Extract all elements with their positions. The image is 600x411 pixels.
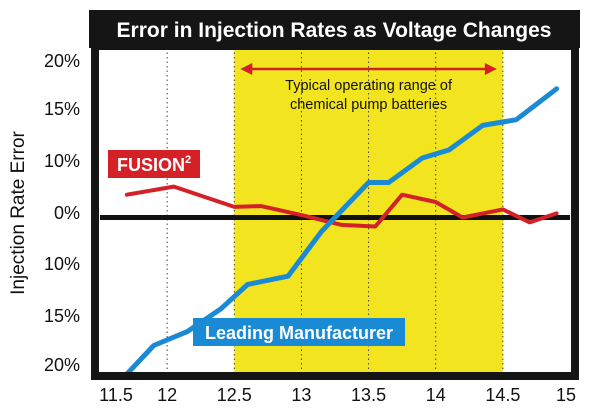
x-tick-label: 14 [426, 385, 446, 405]
y-tick-label: 10% [44, 254, 80, 274]
fusion-label-box [108, 150, 200, 178]
fusion-label: FUSION2 [117, 154, 191, 175]
x-tick-label: 13 [291, 385, 311, 405]
series-lines [124, 86, 560, 377]
x-tick-label: 14.5 [485, 385, 520, 405]
x-tick-label: 12.5 [217, 385, 252, 405]
x-tick-label: 11.5 [99, 385, 133, 405]
title-bar [89, 10, 580, 48]
y-tick-label: 10% [44, 151, 80, 171]
leading-manufacturer-label-box [193, 318, 405, 346]
y-tick-label: 20% [44, 355, 80, 375]
x-tick-label: 12 [157, 385, 177, 405]
x-tick-labels: 11.5 12 12.5 13 13.5 14 14.5 15 [99, 385, 576, 405]
y-tick-label: 20% [44, 51, 80, 71]
plot-frame [91, 42, 579, 380]
y-axis-label: Injection Rate Error [8, 130, 29, 294]
band-arrow-right-head [484, 63, 497, 75]
y-tick-label: 15% [44, 99, 80, 119]
fusion-series-line [124, 184, 559, 229]
y-tick-label: 15% [44, 306, 80, 326]
x-tick-label: 15 [556, 385, 576, 405]
y-tick-label: 0% [54, 203, 80, 223]
grid [166, 48, 504, 374]
band-text-line: Typical operating range of [285, 78, 453, 94]
chart-title: Error in Injection Rates as Voltage Chan… [117, 19, 552, 42]
series-labels: FUSION2 Leading Manufacturer [108, 150, 405, 346]
leading-manufacturer-series-line [124, 86, 560, 377]
leading-manufacturer-label: Leading Manufacturer [205, 323, 393, 343]
band-arrow-left-head [240, 63, 253, 75]
band-text-line: chemical pump batteries [290, 97, 447, 113]
x-tick-label: 13.5 [351, 385, 386, 405]
y-tick-labels: 20% 15% 10% 0% 10% 15% 20% [44, 51, 80, 375]
